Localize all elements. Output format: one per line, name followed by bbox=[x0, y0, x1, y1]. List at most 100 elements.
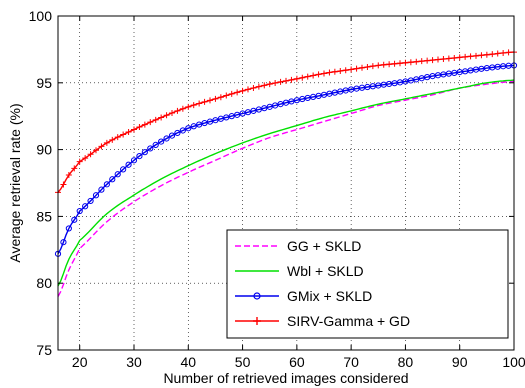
data-point bbox=[245, 86, 251, 93]
series-gg-skld bbox=[57, 80, 515, 297]
data-point bbox=[342, 67, 349, 74]
data-point bbox=[473, 52, 479, 59]
data-point bbox=[283, 77, 289, 84]
data-point bbox=[217, 115, 224, 122]
data-point bbox=[174, 107, 181, 114]
data-point bbox=[125, 129, 132, 136]
data-point bbox=[407, 59, 414, 66]
series-line bbox=[57, 64, 515, 255]
data-point bbox=[364, 63, 371, 70]
data-point bbox=[65, 225, 72, 232]
y-tick-label: 80 bbox=[36, 275, 52, 291]
data-point bbox=[353, 65, 360, 72]
series-line bbox=[57, 79, 515, 287]
data-point bbox=[82, 203, 89, 210]
x-axis-label: Number of retrieved images considered bbox=[163, 370, 408, 386]
data-point bbox=[261, 105, 268, 112]
x-tick-label: 60 bbox=[289, 354, 305, 370]
y-tick-label: 90 bbox=[36, 142, 52, 158]
data-point bbox=[391, 60, 398, 67]
data-point bbox=[467, 53, 474, 60]
data-point bbox=[130, 157, 138, 164]
legend-label: Wbl + SKLD bbox=[287, 263, 364, 279]
data-point bbox=[109, 176, 116, 183]
data-point bbox=[103, 181, 110, 188]
data-point bbox=[131, 126, 137, 133]
data-point bbox=[451, 54, 458, 61]
data-point bbox=[304, 73, 311, 80]
x-tick-label: 20 bbox=[72, 354, 88, 370]
series-line bbox=[57, 80, 515, 297]
data-point bbox=[234, 111, 241, 118]
data-point bbox=[76, 207, 83, 215]
legend-box bbox=[226, 229, 509, 339]
data-point bbox=[158, 138, 165, 145]
data-point bbox=[244, 109, 252, 116]
data-point bbox=[261, 82, 268, 89]
data-point bbox=[435, 56, 441, 63]
ticks: 20 30 40 50 60 70 80 90 100 75 80 85 90 95 100 bbox=[29, 8, 525, 370]
x-tick-label: 80 bbox=[398, 354, 414, 370]
data-point bbox=[93, 147, 99, 154]
data-point bbox=[76, 158, 83, 165]
data-point bbox=[152, 116, 159, 123]
data-point bbox=[505, 49, 512, 56]
series-gmix-skld bbox=[54, 62, 518, 257]
data-point bbox=[223, 114, 230, 121]
data-point bbox=[65, 171, 72, 178]
data-point bbox=[272, 79, 279, 86]
legend-item: SIRV-Gamma + GD bbox=[235, 313, 410, 329]
data-point bbox=[147, 119, 154, 126]
data-point bbox=[375, 62, 382, 69]
data-point bbox=[169, 110, 175, 117]
data-point bbox=[462, 53, 469, 60]
legend-label: GMix + SKLD bbox=[287, 288, 372, 304]
legend-label: GG + SKLD bbox=[287, 238, 361, 254]
data-point bbox=[386, 61, 393, 68]
data-point bbox=[109, 136, 116, 143]
data-point bbox=[185, 125, 192, 132]
data-point bbox=[168, 132, 176, 139]
data-point bbox=[348, 66, 355, 73]
data-point bbox=[190, 123, 197, 130]
data-point bbox=[369, 63, 376, 70]
data-point bbox=[288, 76, 295, 83]
data-point bbox=[418, 58, 425, 65]
data-point bbox=[266, 81, 273, 88]
data-point bbox=[397, 60, 403, 67]
data-point bbox=[103, 139, 110, 146]
data-point bbox=[136, 153, 143, 160]
y-tick-label: 75 bbox=[36, 342, 52, 358]
data-point bbox=[250, 107, 257, 114]
data-point bbox=[326, 69, 333, 76]
data-point bbox=[429, 57, 436, 64]
data-point bbox=[87, 151, 94, 158]
x-tick-label: 40 bbox=[180, 354, 196, 370]
data-point bbox=[163, 112, 170, 119]
legend-item: GG + SKLD bbox=[235, 238, 361, 254]
data-point bbox=[440, 56, 447, 63]
data-point bbox=[293, 75, 300, 82]
data-point bbox=[147, 145, 154, 152]
data-point bbox=[445, 55, 452, 62]
data-point bbox=[60, 239, 67, 246]
x-tick-label: 100 bbox=[502, 354, 525, 370]
data-point bbox=[207, 97, 213, 104]
data-point bbox=[483, 51, 490, 58]
data-point bbox=[71, 165, 78, 172]
data-point bbox=[179, 105, 186, 112]
y-tick-label: 100 bbox=[29, 8, 53, 24]
data-point bbox=[255, 106, 262, 113]
legend-item: GMix + SKLD bbox=[235, 288, 372, 304]
data-point bbox=[71, 216, 78, 223]
series-layer bbox=[54, 49, 518, 297]
data-point bbox=[234, 89, 241, 96]
data-point bbox=[380, 61, 387, 68]
data-point bbox=[277, 101, 284, 108]
data-point bbox=[125, 161, 132, 168]
data-point bbox=[239, 110, 246, 117]
data-point bbox=[217, 94, 224, 101]
data-point bbox=[206, 118, 214, 125]
data-point bbox=[359, 64, 365, 71]
